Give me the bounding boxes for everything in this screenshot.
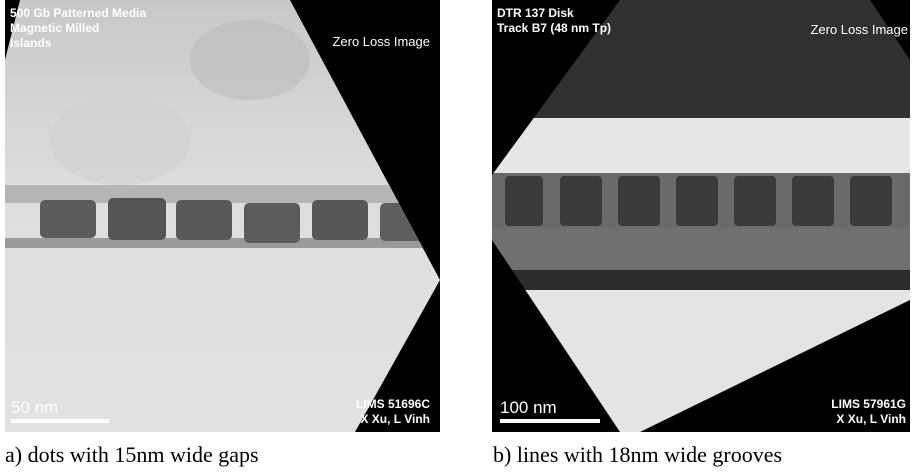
scale-bar <box>500 419 600 423</box>
title-line: DTR 137 Disk <box>497 6 574 20</box>
scale-bar-label: 100 nm <box>500 398 557 417</box>
panel-a: 500 Gb Patterned Media Magnetic Milled I… <box>5 0 440 467</box>
title-line: Magnetic Milled <box>10 21 99 35</box>
figure: 500 Gb Patterned Media Magnetic Milled I… <box>0 0 915 472</box>
corner-label: Zero Loss Image <box>810 22 908 37</box>
caption: b) lines with 18nm wide grooves <box>493 442 782 467</box>
title-line: Islands <box>10 36 52 50</box>
caption: a) dots with 15nm wide gaps <box>5 442 259 467</box>
corner-label: Zero Loss Image <box>332 34 430 49</box>
authors: X Xu, L Vinh <box>360 412 430 426</box>
image-id: LIMS 57961G <box>831 397 906 411</box>
scale-bar-label: 50 nm <box>11 398 58 417</box>
panel-b: DTR 137 Disk Track B7 (48 nm Tp) Zero Lo… <box>492 0 910 467</box>
image-id: LIMS 51696C <box>356 397 430 411</box>
title-line: Track B7 (48 nm Tp) <box>497 21 611 35</box>
scale-bar <box>11 419 109 423</box>
title-line: 500 Gb Patterned Media <box>10 6 146 20</box>
authors: X Xu, L Vinh <box>836 412 906 426</box>
